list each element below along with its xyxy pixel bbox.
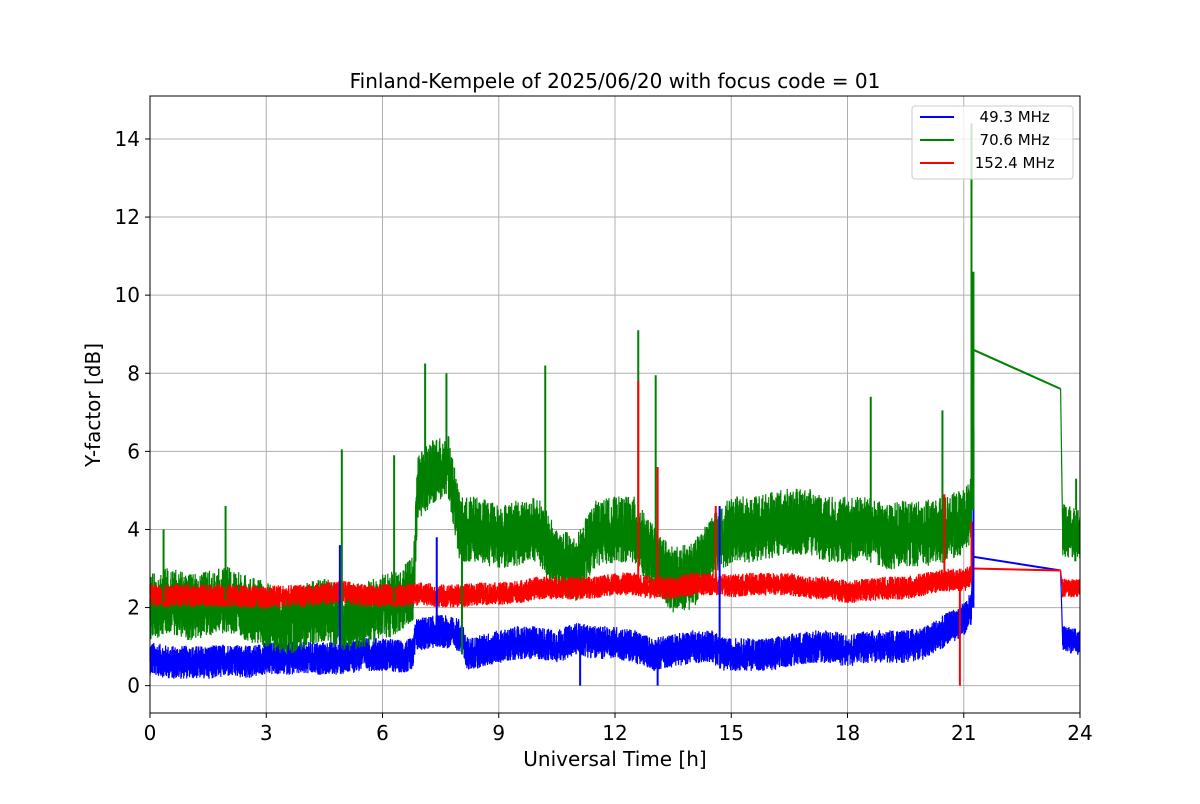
series-after-line-70mhz xyxy=(1060,388,1081,562)
x-axis-label: Universal Time [h] xyxy=(523,747,706,771)
legend-label-49mhz: 49.3 MHz xyxy=(970,108,1050,126)
legend-entry-152mhz: 152.4 MHz xyxy=(920,154,1055,172)
legend-label-152mhz: 152.4 MHz xyxy=(970,154,1055,172)
y-tick-label: 0 xyxy=(127,674,140,698)
y-tick-label: 6 xyxy=(127,439,140,463)
series-line-70mhz xyxy=(149,435,972,655)
legend-label-70mhz: 70.6 MHz xyxy=(970,131,1050,149)
y-tick-label: 8 xyxy=(127,361,140,385)
series-gap-line-152mhz xyxy=(970,567,1061,577)
series-line-152mhz xyxy=(149,565,972,609)
y-tick-label: 12 xyxy=(115,205,140,229)
x-tick-label: 24 xyxy=(1067,721,1092,745)
x-tick-label: 12 xyxy=(602,721,627,745)
series-line-49mhz xyxy=(149,594,972,679)
series-layer xyxy=(149,123,1081,686)
series-after-line-49mhz xyxy=(1060,570,1081,655)
legend-entry-70mhz: 70.6 MHz xyxy=(920,131,1050,149)
y-axis-label: Y-factor [dB] xyxy=(81,343,105,468)
legend-entry-49mhz: 49.3 MHz xyxy=(920,108,1050,126)
x-tick-label: 18 xyxy=(835,721,860,745)
legend-box xyxy=(911,105,1074,180)
x-tick-label: 15 xyxy=(719,721,744,745)
series-after-line-152mhz xyxy=(1060,570,1081,598)
series-gap-line-70mhz xyxy=(970,348,1062,510)
x-tick-label: 9 xyxy=(492,721,505,745)
series-gap-line-49mhz xyxy=(970,555,1061,608)
y-tick-label: 14 xyxy=(115,127,140,151)
x-tick-label: 21 xyxy=(951,721,976,745)
x-tick-label: 3 xyxy=(260,721,273,745)
series-70mhz xyxy=(149,348,1081,655)
y-tick-label: 10 xyxy=(115,283,140,307)
x-tick-label: 6 xyxy=(376,721,389,745)
legend: 49.3 MHz 70.6 MHz 152.4 MHz xyxy=(911,105,1074,180)
x-tick-label: 0 xyxy=(144,721,157,745)
y-tick-label: 2 xyxy=(127,596,140,620)
chart-title: Finland-Kempele of 2025/06/20 with focus… xyxy=(350,69,881,93)
y-tick-label: 4 xyxy=(127,517,140,541)
